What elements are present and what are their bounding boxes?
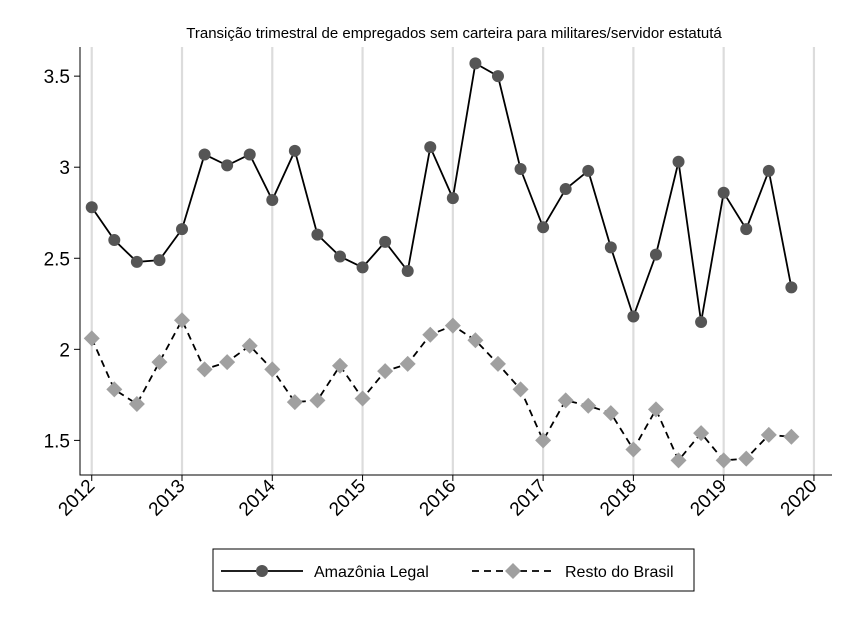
data-point [557, 392, 574, 409]
data-point [785, 281, 798, 294]
data-point [377, 363, 394, 380]
y-tick-label: 2 [59, 340, 70, 361]
data-point [221, 159, 234, 172]
legend-marker [505, 563, 521, 579]
data-point [198, 148, 211, 161]
data-point [604, 241, 617, 254]
data-point [243, 148, 256, 161]
y-tick-label: 1.5 [44, 431, 70, 452]
data-point [760, 426, 777, 443]
legend-item: Amazônia Legal [221, 564, 429, 581]
data-point [399, 355, 416, 372]
data-point [288, 144, 301, 157]
data-point [467, 332, 484, 349]
data-point [535, 432, 552, 449]
x-tick-label: 2014 [235, 475, 280, 520]
data-point [333, 250, 346, 263]
data-point [738, 450, 755, 467]
data-point [266, 193, 279, 206]
series-line [90, 318, 792, 463]
data-point [740, 223, 753, 236]
legend-box [212, 548, 695, 592]
data-point [379, 235, 392, 248]
series-resto-do-brasil [83, 312, 800, 469]
data-point [491, 70, 504, 83]
legend: Amazônia Legal Resto do Brasil [212, 548, 695, 592]
y-tick-label: 3 [59, 158, 70, 179]
data-point [151, 354, 168, 371]
data-point [354, 390, 371, 407]
x-tick-label: 2019 [686, 476, 731, 521]
data-point [537, 221, 550, 234]
x-tick-label: 2013 [145, 476, 190, 521]
data-point [625, 441, 642, 458]
data-point [356, 261, 369, 274]
grid-lines [90, 47, 816, 475]
data-point [444, 317, 461, 334]
data-point [174, 312, 191, 329]
data-point [108, 234, 121, 247]
data-point [311, 228, 324, 241]
x-tick-label: 2020 [777, 476, 822, 521]
data-point [286, 394, 303, 411]
axes [79, 47, 832, 476]
x-tick-label: 2015 [325, 476, 370, 521]
legend-marker [256, 565, 268, 577]
data-point [106, 381, 123, 398]
data-point [717, 186, 730, 199]
data-point [176, 223, 189, 236]
data-point [647, 401, 664, 418]
data-point [783, 428, 800, 445]
y-tick-label: 2.5 [44, 249, 70, 270]
legend-label: Amazônia Legal [314, 564, 429, 581]
data-point [241, 337, 258, 354]
y-axis: 1.5 2 2.5 3 3.5 [44, 67, 80, 452]
plot-area [83, 57, 800, 469]
data-point [422, 326, 439, 343]
x-tick-label: 2012 [55, 476, 100, 521]
data-point [693, 425, 710, 442]
y-tick-label: 3.5 [44, 67, 70, 88]
x-tick-label: 2017 [506, 476, 551, 521]
data-point [695, 316, 708, 329]
series-line [90, 61, 793, 323]
data-point [469, 57, 482, 70]
data-point [85, 201, 98, 214]
data-point [512, 381, 529, 398]
x-tick-label: 2018 [596, 476, 641, 521]
series-amazonia-legal [85, 57, 798, 329]
data-point [424, 141, 437, 154]
data-point [762, 164, 775, 177]
data-point [715, 452, 732, 469]
data-point [580, 397, 597, 414]
data-point [672, 155, 685, 168]
data-point [401, 265, 414, 278]
legend-item: Resto do Brasil [472, 563, 674, 581]
data-point [446, 192, 459, 205]
data-point [649, 248, 662, 261]
data-point [627, 310, 640, 323]
data-point [153, 254, 166, 267]
data-point [309, 392, 326, 409]
data-point [489, 355, 506, 372]
x-tick-label: 2016 [416, 476, 461, 521]
data-point [514, 163, 527, 176]
data-point [219, 354, 236, 371]
data-point [128, 395, 145, 412]
legend-label: Resto do Brasil [565, 564, 674, 581]
data-point [130, 255, 143, 268]
data-point [331, 357, 348, 374]
chart-title: Transição trimestral de empregados sem c… [186, 25, 722, 42]
data-point [196, 361, 213, 378]
data-point [670, 452, 687, 469]
data-point [582, 164, 595, 177]
data-point [83, 330, 100, 347]
data-point [559, 183, 572, 196]
data-point [602, 405, 619, 422]
x-axis: 2012 2013 2014 2015 2016 2017 2018 2019 2020 [55, 475, 822, 521]
data-point [264, 361, 281, 378]
